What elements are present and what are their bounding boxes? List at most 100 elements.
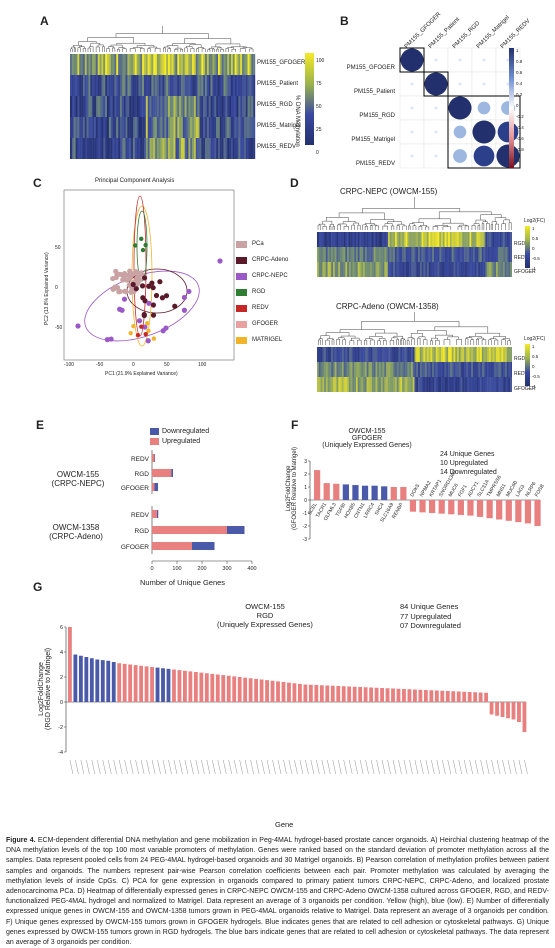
heat-cell (465, 232, 468, 247)
pca-point (140, 247, 146, 253)
panel-g-gene-tick (349, 759, 353, 775)
heat-cell (469, 262, 472, 277)
heat-cell (496, 347, 499, 362)
panel-f-bar (476, 500, 484, 517)
panel-g-bar (385, 688, 390, 702)
heat-cell (245, 75, 248, 96)
panel-f-bar (429, 500, 436, 513)
heat-cell (240, 117, 243, 138)
heat-cell (345, 377, 348, 392)
panel-g-gene-tick (272, 759, 276, 775)
panel-f-bar (314, 470, 321, 500)
heat-cell (386, 347, 389, 362)
heat-cell (419, 262, 422, 277)
heat-cell (410, 347, 413, 362)
heat-cell (114, 138, 117, 159)
heat-cell (166, 117, 169, 138)
heat-cell (510, 262, 512, 277)
panel-e-bar-down (171, 469, 173, 477)
heat-cell (393, 347, 396, 362)
panel-c-legend-label: MATRIGEL (252, 337, 283, 343)
heat-cell (243, 54, 246, 75)
heat-cell (84, 138, 87, 159)
heat-cell (155, 75, 158, 96)
heat-cell (407, 262, 410, 277)
heat-cell (186, 96, 189, 117)
panel-g-gene-tick (310, 759, 315, 775)
heat-cell (81, 117, 84, 138)
heat-cell (423, 247, 426, 262)
heat-cell (343, 347, 346, 362)
heat-cell (168, 54, 171, 75)
panel-d-colorbar-tick: 0 (532, 364, 535, 369)
heat-cell (95, 75, 98, 96)
heat-cell (377, 377, 380, 392)
heat-cell (327, 347, 330, 362)
panel-e-legend: Downregulated Upregulated (150, 428, 209, 445)
panel-g-gene-tick (217, 759, 221, 775)
pca-point (145, 321, 150, 326)
panel-e-group-1-name: OWCM-155 (56, 470, 100, 479)
pca-point (117, 288, 123, 295)
corr-circle (434, 106, 438, 110)
heat-cell (193, 96, 196, 117)
heat-cell (121, 96, 124, 117)
panel-g-bar (369, 687, 374, 702)
heat-cell (416, 232, 419, 247)
heat-cell (160, 138, 163, 159)
heat-cell (340, 232, 343, 247)
heat-cell (160, 96, 163, 117)
heat-cell (331, 232, 334, 247)
panel-g-gene-tick (518, 759, 523, 775)
panel-c-xtick: -50 (96, 362, 104, 368)
panel-g-bar (380, 688, 384, 702)
heat-cell (192, 117, 195, 138)
pca-point (163, 293, 170, 299)
heat-cell (201, 96, 204, 117)
panel-d-row-label: RGD (514, 241, 526, 247)
pca-point (143, 332, 148, 337)
heat-cell (364, 232, 367, 247)
panel-a-row-label: PM155_RGD (257, 102, 293, 108)
panel-f-ytick: -2 (303, 524, 308, 530)
heat-cell (171, 117, 174, 138)
heat-cell (361, 362, 364, 377)
heat-cell (412, 347, 415, 362)
panel-g-ylabel-line: (RGD Relative to Matrigel) (45, 647, 52, 730)
panel-f-bar (323, 483, 330, 500)
heat-cell (343, 247, 346, 262)
heat-cell (345, 362, 348, 377)
panel-g-letter: G (33, 580, 43, 594)
heat-cell (188, 117, 191, 138)
heat-cell (407, 247, 410, 262)
heat-cell (504, 347, 507, 362)
panel-e-bar-down (157, 510, 159, 518)
heat-cell (97, 138, 100, 159)
heat-cell (199, 96, 202, 117)
panel-g-bar (287, 682, 291, 702)
heat-cell (107, 54, 110, 75)
heat-cell (332, 262, 335, 277)
heat-cell (363, 262, 366, 277)
heat-cell (127, 117, 130, 138)
corr-circle (482, 58, 486, 62)
heat-cell (416, 377, 419, 392)
heat-cell (410, 362, 413, 377)
heat-cell (181, 96, 184, 117)
pca-point (157, 279, 163, 285)
heat-cell (162, 96, 165, 117)
heat-cell (119, 96, 122, 117)
corr-circle (410, 154, 414, 158)
heat-cell (504, 262, 507, 277)
heat-cell (490, 347, 493, 362)
heat-cell (140, 54, 143, 75)
heat-cell (437, 247, 440, 262)
heat-cell (471, 377, 474, 392)
panel-b-colorbar-tick: -0.2 (516, 114, 524, 119)
heat-cell (469, 362, 472, 377)
panel-a-colorbar-tick: 50 (316, 104, 322, 110)
heat-cell (375, 232, 378, 247)
heat-cell (488, 362, 491, 377)
heat-cell (428, 377, 431, 392)
panel-g-gene-tick (113, 759, 117, 775)
